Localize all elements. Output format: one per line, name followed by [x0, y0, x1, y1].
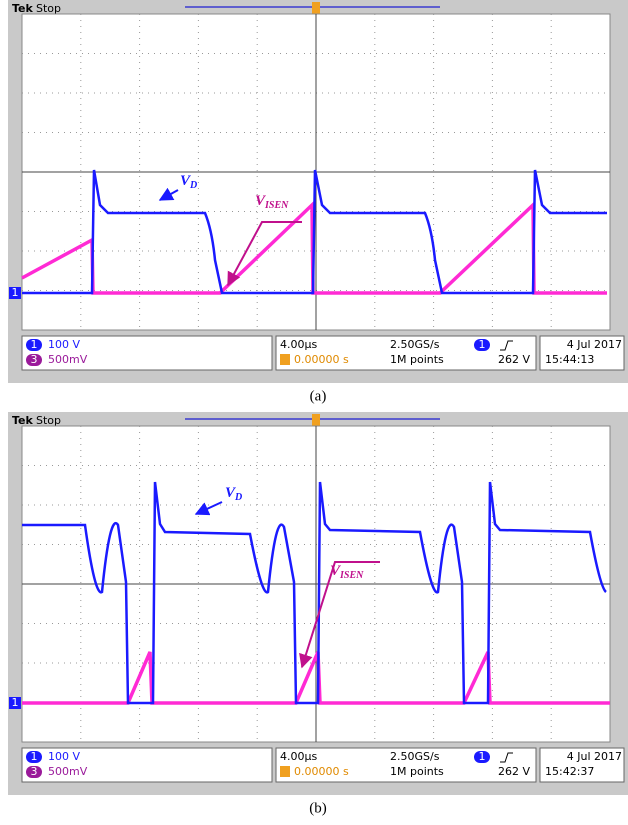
timebase-scale: 4.00µs	[280, 750, 317, 763]
trigger-chip	[280, 766, 290, 777]
channel-number: 3	[31, 353, 38, 366]
brand: Tek	[12, 414, 34, 427]
time: 15:42:37	[545, 765, 594, 778]
vd-arrow	[158, 187, 179, 201]
trigger-channel-chip	[474, 339, 490, 351]
channel-chip	[26, 766, 42, 778]
timebase-scale: 4.00µs	[280, 338, 317, 351]
channel-number: 3	[31, 765, 38, 778]
channel-scale: 500mV	[48, 765, 88, 778]
datetime-box	[539, 747, 625, 783]
timebase-position: 0.00000 s	[294, 765, 349, 778]
status: Stop	[36, 414, 61, 427]
vd-label: VD	[225, 485, 242, 503]
channel-number: 1	[31, 338, 38, 351]
timebase-box	[275, 335, 537, 371]
channel-number: 1	[31, 750, 38, 763]
brand: Tek	[12, 2, 34, 15]
sample-rate: 2.50GS/s	[390, 750, 440, 763]
ground-marker-box	[9, 287, 21, 299]
channel-chip	[26, 751, 42, 763]
ground-marker-box	[9, 697, 21, 709]
status: Stop	[36, 2, 61, 15]
vd-sub: D	[189, 180, 197, 191]
ground-marker: 1	[12, 286, 19, 299]
trigger-channel: 1	[479, 338, 486, 351]
visen-arrow	[227, 221, 302, 287]
datetime-box	[539, 335, 625, 371]
ch1-waveform	[22, 481, 607, 705]
vd-main: V	[225, 485, 237, 501]
trigger-marker	[312, 414, 320, 428]
trigger-channel-chip	[474, 751, 490, 763]
caption: (a)	[310, 388, 327, 404]
channel-scale: 100 V	[48, 750, 80, 763]
ch1-waveform	[22, 169, 607, 295]
channel-box	[21, 747, 273, 783]
channel-scale: 500mV	[48, 353, 88, 366]
date: 4 Jul 2017	[567, 750, 622, 763]
ground-marker: 1	[12, 696, 19, 709]
vd-main: V	[180, 173, 192, 189]
date: 4 Jul 2017	[567, 338, 622, 351]
trigger-slope	[500, 752, 513, 763]
visen-label: VISEN	[255, 193, 289, 211]
visen-arrow	[299, 561, 380, 669]
trigger-level: 262 V	[498, 353, 530, 366]
visen-sub: ISEN	[264, 200, 289, 211]
channel-box	[21, 335, 273, 371]
channel-scale: 100 V	[48, 338, 80, 351]
trigger-marker	[312, 2, 320, 16]
timebase-box	[275, 747, 537, 783]
timebase-position: 0.00000 s	[294, 353, 349, 366]
record-length: 1M points	[390, 765, 444, 778]
sample-rate: 2.50GS/s	[390, 338, 440, 351]
visen-main: V	[255, 193, 267, 209]
vd-sub: D	[234, 492, 242, 503]
vd-arrow	[194, 501, 223, 516]
vd-label: VD	[180, 173, 197, 191]
channel-chip	[26, 354, 42, 366]
trigger-chip	[280, 354, 290, 365]
channel-chip	[26, 339, 42, 351]
time: 15:44:13	[545, 353, 594, 366]
trigger-level: 262 V	[498, 765, 530, 778]
trigger-channel: 1	[479, 750, 486, 763]
caption: (b)	[309, 800, 327, 816]
scope-panel: Tek Stop 1 VDV ISEN 1 100 V 3 500mV 4.00µs 0.00000…	[8, 412, 628, 816]
record-length: 1M points	[390, 353, 444, 366]
visen-sub: ISEN	[339, 570, 364, 581]
trigger-slope	[500, 340, 513, 351]
